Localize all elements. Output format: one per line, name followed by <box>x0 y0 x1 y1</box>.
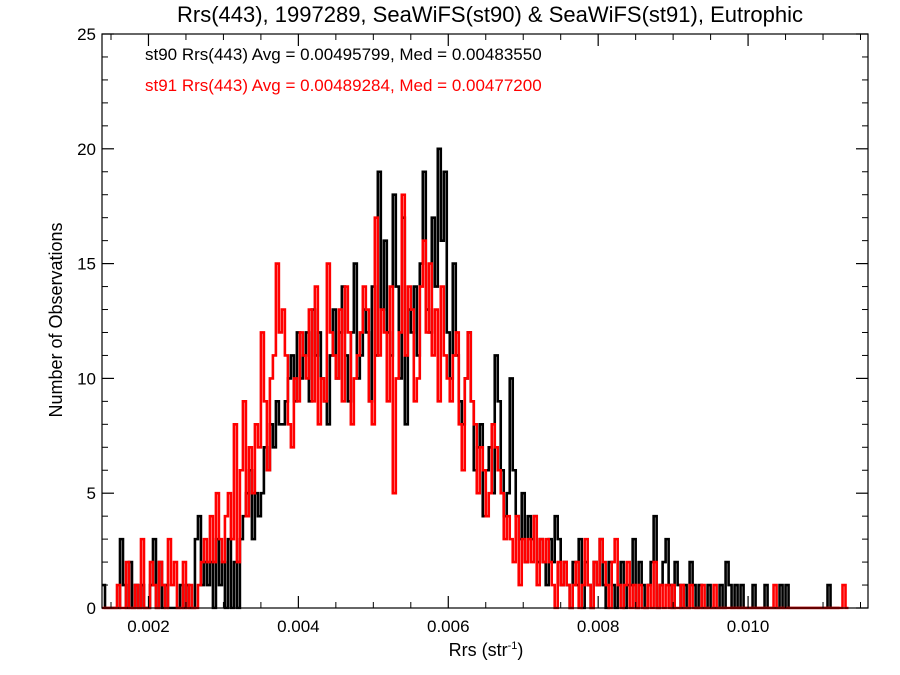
series-layer <box>102 149 849 608</box>
x-tick-label: 0.006 <box>427 617 470 636</box>
x-tick-label: 0.008 <box>577 617 620 636</box>
series-st91-histogram <box>102 195 849 608</box>
ticks-layer: 0.002 0.004 0.006 0.008 0.010 0 5 10 15 20 25 <box>77 25 868 636</box>
y-tick-label: 5 <box>87 484 96 503</box>
x-axis-label-end: ) <box>517 640 523 660</box>
x-tick-label: 0.002 <box>127 617 170 636</box>
x-tick-label: 0.004 <box>277 617 320 636</box>
y-tick-label: 10 <box>77 369 96 388</box>
x-axis-label-main: Rrs (str <box>449 640 508 660</box>
y-axis-label: Number of Observations <box>46 222 66 417</box>
y-tick-label: 0 <box>87 599 96 618</box>
legend-entry-st90: st90 Rrs(443) Avg = 0.00495799, Med = 0.… <box>145 45 542 64</box>
x-axis-label: Rrs (str-1) <box>449 640 524 660</box>
y-tick-label: 25 <box>77 25 96 44</box>
legend-entry-st91: st91 Rrs(443) Avg = 0.00489284, Med = 0.… <box>145 76 542 95</box>
y-tick-label: 20 <box>77 140 96 159</box>
chart-title: Rrs(443), 1997289, SeaWiFS(st90) & SeaWi… <box>177 2 803 27</box>
x-tick-label: 0.010 <box>727 617 770 636</box>
y-tick-label: 15 <box>77 255 96 274</box>
x-axis-label-superscript: -1 <box>508 640 518 652</box>
plot-frame <box>101 33 869 609</box>
